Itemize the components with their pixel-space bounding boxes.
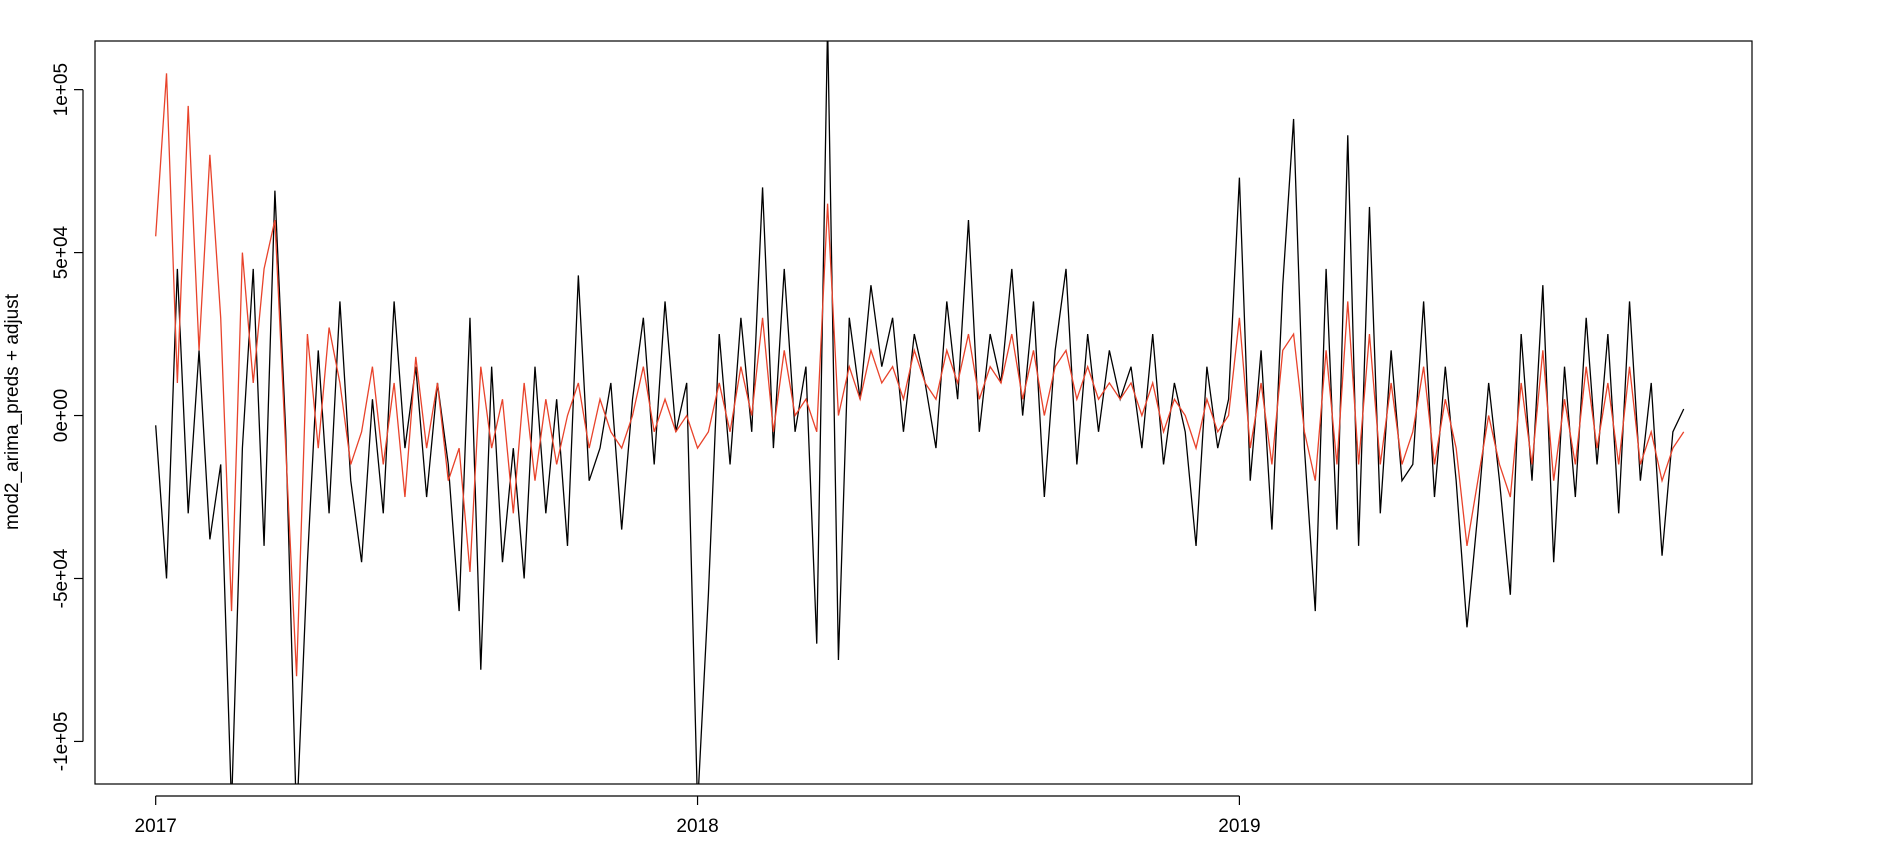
y-tick-label: 5e+04 xyxy=(51,225,72,279)
x-tick-label: 2018 xyxy=(676,816,718,837)
y-tick-label: 1e+05 xyxy=(51,63,72,116)
y-tick-label: 0e+00 xyxy=(51,389,72,442)
y-tick-label: -1e+05 xyxy=(51,712,72,772)
x-tick-label: 2017 xyxy=(135,816,177,837)
plot-area xyxy=(155,41,1685,784)
y-axis-label: mod2_arima_preds + adjust xyxy=(2,293,23,530)
series-line xyxy=(155,41,1685,784)
y-tick-label: -5e+04 xyxy=(51,548,72,608)
x-tick-label: 2019 xyxy=(1218,816,1260,837)
series-line xyxy=(155,73,1685,677)
plot-frame xyxy=(94,40,1753,785)
